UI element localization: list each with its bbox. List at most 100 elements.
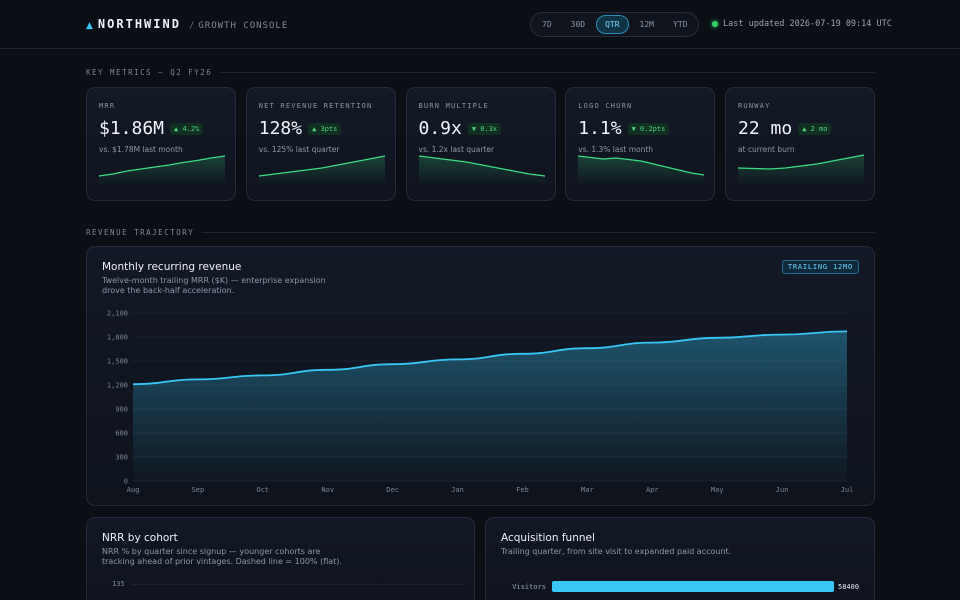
mrr-series-line <box>132 330 848 386</box>
brand[interactable]: ▲ NORTHWIND / GROWTH CONSOLE <box>86 17 288 31</box>
kpi-card-mrr[interactable]: MRR $1.86M ▲ 4.2% vs. $1.78M last month <box>86 87 236 201</box>
kpi-comparison: vs. 1.2x last quarter <box>418 145 495 154</box>
range-tab-qtr[interactable]: QTR <box>596 15 629 34</box>
panel-title: Acquisition funnel <box>501 532 595 544</box>
x-tick-label: Mar <box>581 486 594 494</box>
mrr-area <box>133 331 847 481</box>
metrics-section-header: KEY METRICS — Q2 FY26 <box>86 68 875 77</box>
mrr-point <box>132 383 134 385</box>
kpi-sparkline <box>98 155 226 186</box>
sparkline-line <box>258 155 385 177</box>
sparkline-line <box>418 155 545 177</box>
panel-title: NRR by cohort <box>102 532 178 544</box>
y-tick-label: 135 <box>112 580 125 588</box>
acquisition-funnel-panel: Acquisition funnel Trailing quarter, fro… <box>485 517 875 600</box>
funnel-stage-label: Visitors <box>512 583 546 591</box>
mrr-point <box>262 374 264 376</box>
sparkline-line <box>578 155 705 176</box>
mrr-point <box>716 337 718 339</box>
kpi-comparison: vs. $1.78M last month <box>99 145 183 154</box>
y-tick-label: 1,500 <box>107 358 128 366</box>
kpi-label: NET REVENUE RETENTION <box>258 102 373 110</box>
x-tick-label: Nov <box>321 486 334 494</box>
range-tab-30d[interactable]: 30D <box>570 20 586 29</box>
panel-subtitle: NRR % by quarter since signup — younger … <box>102 547 321 556</box>
y-tick-label: 600 <box>115 430 128 438</box>
sparkline-area <box>418 156 545 186</box>
mrr-point <box>327 369 329 371</box>
kpi-delta-badge: ▲ 3pts <box>308 122 342 135</box>
kpi-value: $1.86M <box>99 118 165 139</box>
kpi-value: 0.9x <box>418 118 462 139</box>
kpi-sparkline <box>258 155 385 186</box>
brand-subtitle: GROWTH CONSOLE <box>198 21 289 31</box>
last-updated-text: Last updated 2026-07-19 09:14 UTC <box>723 19 892 29</box>
top-bar: ▲ NORTHWIND / GROWTH CONSOLE 7D 30D QTR … <box>0 0 960 49</box>
x-tick-label: Oct <box>256 486 269 494</box>
live-status-icon <box>712 21 718 27</box>
kpi-delta-badge: ▲ 2 mo <box>798 122 832 135</box>
kpi-label: MRR <box>99 102 116 110</box>
trajectory-section-header: REVENUE TRAJECTORY <box>86 228 875 237</box>
kpi-card-burn-multiple[interactable]: BURN MULTIPLE 0.9x ▼ 0.3x vs. 1.2x last … <box>405 87 556 201</box>
sparkline-area <box>99 156 225 186</box>
x-tick-label: Feb <box>516 486 529 494</box>
panel-subtitle: Trailing quarter, from site visit to exp… <box>501 547 732 556</box>
kpi-delta-badge: ▼ 0.3x <box>467 122 502 135</box>
range-tab-12m[interactable]: 12M <box>639 20 654 29</box>
x-tick-label: Aug <box>127 486 140 494</box>
y-tick-label: 900 <box>115 406 128 414</box>
mrr-point <box>651 341 653 343</box>
kpi-card-nrr[interactable]: NET REVENUE RETENTION 128% ▲ 3pts vs. 12… <box>245 87 396 201</box>
y-tick-label: 1,800 <box>107 334 128 342</box>
divider <box>202 232 875 233</box>
brand-separator: / <box>188 21 195 31</box>
mrr-point <box>846 330 848 332</box>
funnel-stage-bar[interactable] <box>552 581 834 592</box>
brand-logo-icon: ▲ <box>86 21 93 31</box>
y-tick-label: 1,200 <box>107 382 128 390</box>
kpi-sparkline <box>418 155 545 186</box>
sparkline-line <box>737 154 865 170</box>
kpi-sparkline <box>737 154 865 186</box>
range-tab-ytd[interactable]: YTD <box>673 20 688 29</box>
funnel-stage-value: 58400 <box>838 583 860 591</box>
kpi-comparison: vs. 125% last quarter <box>258 145 340 154</box>
panel-subtitle: drove the back-half acceleration. <box>102 286 235 295</box>
mrr-point <box>586 347 588 349</box>
kpi-sparkline <box>578 155 705 186</box>
metrics-section-label: KEY METRICS — Q2 FY26 <box>86 68 213 77</box>
kpi-row: MRR $1.86M ▲ 4.2% vs. $1.78M last month … <box>86 87 875 201</box>
divider <box>220 72 875 73</box>
x-tick-label: Jan <box>451 486 464 494</box>
x-tick-label: Apr <box>646 486 659 494</box>
kpi-card-runway[interactable]: RUNWAY 22 mo ▲ 2 mo at current burn <box>725 87 875 201</box>
kpi-delta-badge: ▼ 0.2pts <box>627 122 670 135</box>
sparkline-line <box>98 155 226 177</box>
x-tick-label: Dec <box>386 486 399 494</box>
range-tab-7d[interactable]: 7D <box>542 20 552 29</box>
sparkline-area <box>578 156 705 186</box>
x-tick-label: Jul <box>841 486 854 494</box>
brand-name: NORTHWIND <box>97 17 181 31</box>
kpi-value: 1.1% <box>578 118 622 139</box>
kpi-card-logo-churn[interactable]: LOGO CHURN 1.1% ▼ 0.2pts vs. 1.3% last m… <box>565 87 716 201</box>
x-tick-label: May <box>711 486 724 494</box>
gridline <box>132 584 462 585</box>
kpi-comparison: vs. 1.3% last month <box>578 145 654 154</box>
x-tick-label: Jun <box>776 486 789 494</box>
revenue-area-chart[interactable]: 0 300 600 900 1,200 1,500 1,800 2,100 Aug Sep Oct N… <box>87 247 875 506</box>
nrr-cohort-panel: NRR by cohort NRR % by quarter since sig… <box>86 517 475 600</box>
kpi-label: BURN MULTIPLE <box>418 102 489 110</box>
kpi-label: RUNWAY <box>738 102 771 110</box>
sparkline-area <box>258 156 385 186</box>
kpi-delta-badge: ▲ 4.2% <box>170 122 204 135</box>
mrr-point <box>456 358 458 360</box>
kpi-value: 22 mo <box>738 118 793 139</box>
x-tick-label: Sep <box>192 486 205 494</box>
last-updated: Last updated 2026-07-19 09:14 UTC <box>712 19 892 29</box>
mrr-point <box>521 353 523 355</box>
panel-subtitle: tracking ahead of prior vintages. Dashed… <box>102 557 342 566</box>
kpi-value: 128% <box>258 118 303 139</box>
y-tick-label: 0 <box>124 478 128 486</box>
